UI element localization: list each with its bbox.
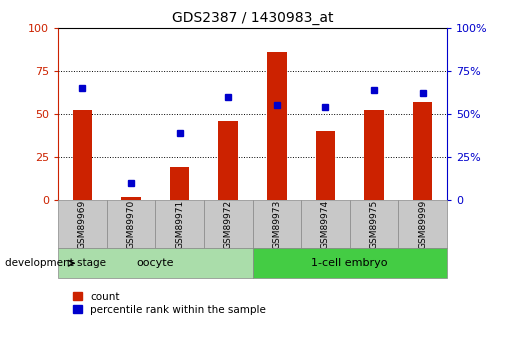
- Bar: [364, 110, 384, 200]
- Bar: [398, 200, 447, 248]
- Text: GSM89971: GSM89971: [175, 200, 184, 249]
- Text: GSM89970: GSM89970: [126, 200, 135, 249]
- Text: GSM89969: GSM89969: [78, 200, 87, 249]
- Bar: [73, 110, 92, 200]
- Bar: [219, 121, 238, 200]
- Bar: [58, 248, 252, 278]
- Bar: [267, 52, 286, 200]
- Text: 1-cell embryo: 1-cell embryo: [312, 258, 388, 268]
- Bar: [170, 167, 189, 200]
- Bar: [301, 200, 350, 248]
- Text: GSM89975: GSM89975: [370, 200, 379, 249]
- Bar: [121, 197, 141, 200]
- Text: oocyte: oocyte: [136, 258, 174, 268]
- Bar: [252, 248, 447, 278]
- Bar: [58, 200, 107, 248]
- Title: GDS2387 / 1430983_at: GDS2387 / 1430983_at: [172, 11, 333, 25]
- Text: GSM89999: GSM89999: [418, 200, 427, 249]
- Bar: [204, 200, 252, 248]
- Bar: [252, 200, 301, 248]
- Bar: [350, 200, 398, 248]
- Bar: [107, 200, 156, 248]
- Bar: [316, 131, 335, 200]
- Text: development stage: development stage: [5, 258, 106, 268]
- Text: GSM89972: GSM89972: [224, 200, 233, 249]
- Legend: count, percentile rank within the sample: count, percentile rank within the sample: [73, 292, 266, 315]
- Text: GSM89973: GSM89973: [272, 200, 281, 249]
- Bar: [413, 102, 432, 200]
- Text: GSM89974: GSM89974: [321, 200, 330, 249]
- Bar: [156, 200, 204, 248]
